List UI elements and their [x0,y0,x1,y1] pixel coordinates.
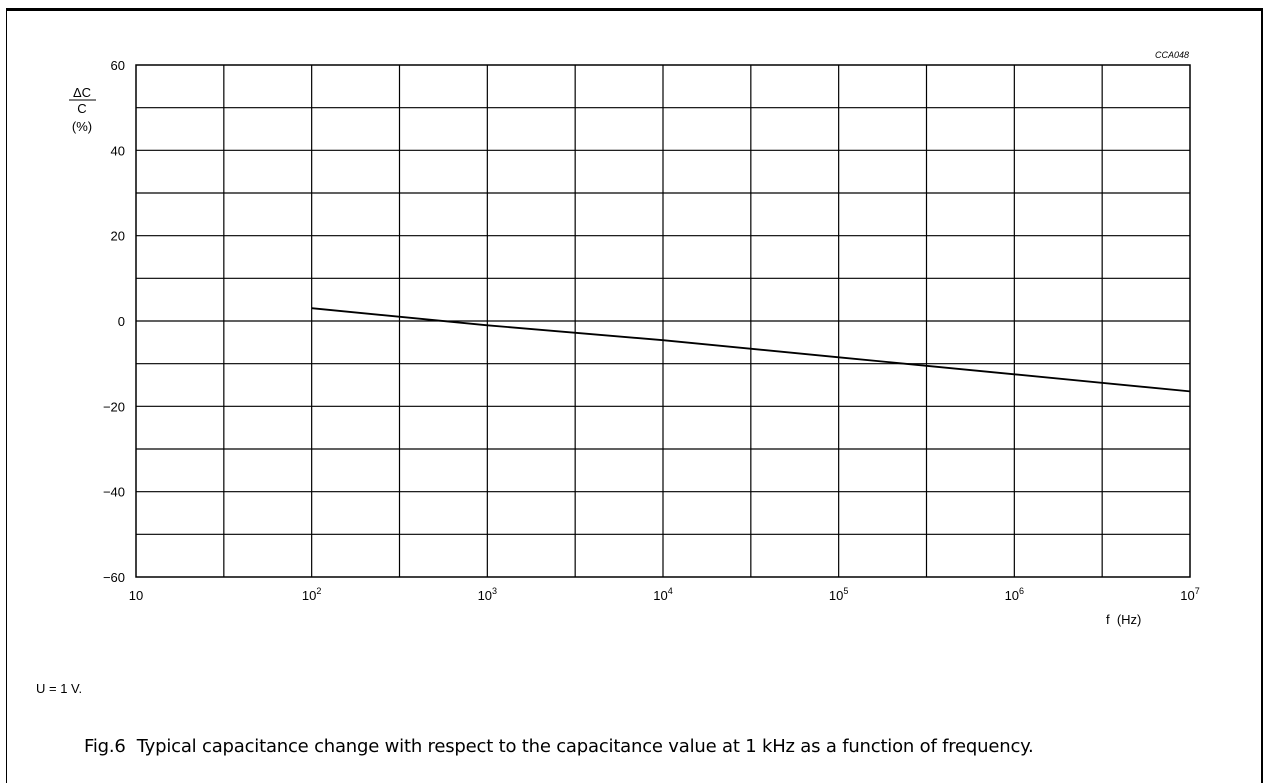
y-axis-label-numerator: ΔC [73,85,91,100]
vertical-gridlines [223,65,1103,577]
y-tick-label: 40 [111,143,125,158]
x-tick-label: 102 [302,586,321,603]
x-axis-label: f (Hz) [1106,612,1141,627]
y-axis-label-denominator: C [77,101,86,116]
y-tick-label: 20 [111,229,125,244]
figure-frame [6,8,1263,783]
y-tick-label: 0 [118,314,125,329]
series-line [311,307,1191,393]
x-tick-label: 105 [829,586,848,603]
x-tick-label: 104 [653,586,672,603]
figure-code: CCA048 [1155,50,1189,60]
measurement-condition: U = 1 V. [36,681,83,696]
y-tick-label: −60 [103,570,125,585]
y-tick-labels: 60 40 20 0 −20 −40 −60 [103,58,125,585]
y-axis-label: ΔC C (%) [69,85,96,134]
x-tick-label: 107 [1180,586,1199,603]
x-tick-label: 103 [478,586,497,603]
x-tick-label: 10 [129,588,143,603]
y-tick-label: −40 [103,485,125,500]
x-tick-labels: 10 102 103 104 105 106 107 [129,586,1200,603]
figure-caption: Fig.6 Typical capacitance change with re… [84,736,1034,757]
y-tick-label: −20 [103,399,125,414]
series-group [311,307,1191,393]
y-tick-label: 60 [111,58,125,73]
x-tick-label: 106 [1005,586,1024,603]
y-axis-label-unit: (%) [72,119,92,134]
